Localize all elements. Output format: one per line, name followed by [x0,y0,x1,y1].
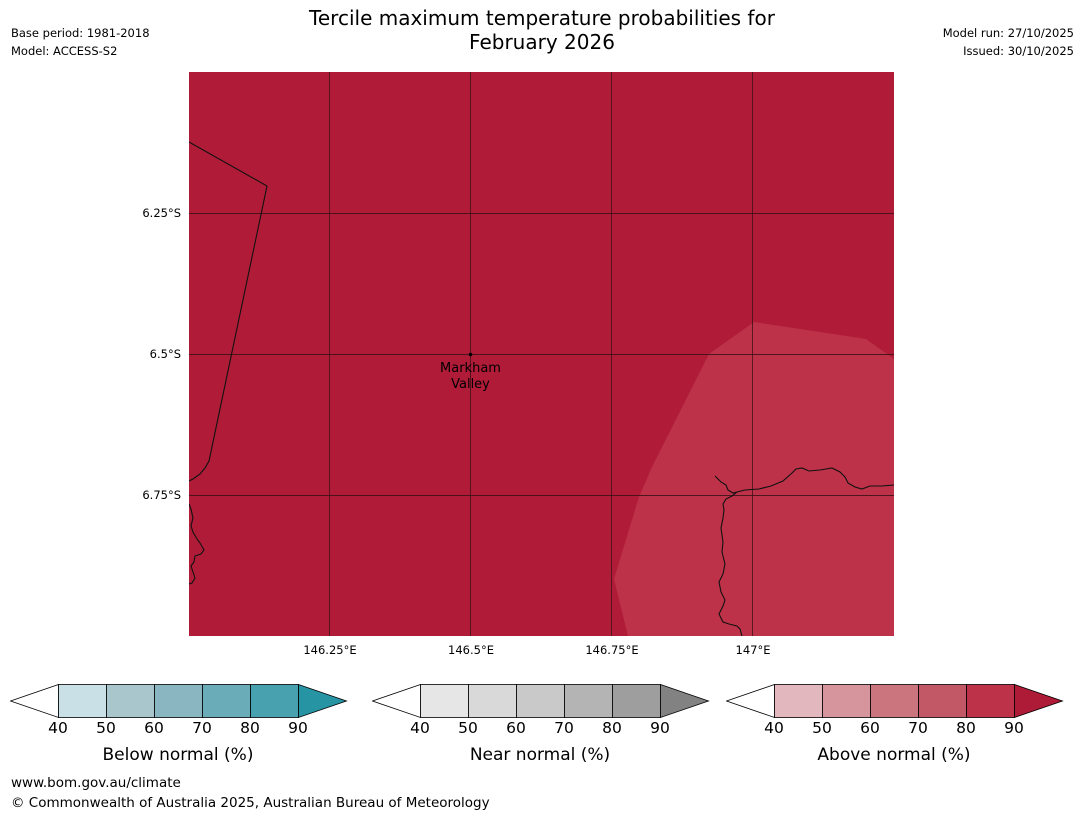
colorbar-tick-label: 70 [908,719,928,737]
chart-title: Tercile maximum temperature probabilitie… [242,6,842,54]
colorbar-segment [106,684,155,718]
boundaries [189,141,894,636]
coastline-east-gulf [736,467,894,493]
lon-tick-label: 147°E [735,643,771,657]
colorbar-segment [660,684,710,719]
border-line [189,141,268,482]
place-marker [468,352,473,357]
colorbar-tick-label: 70 [192,719,212,737]
colorbar-tick-label: 90 [1004,719,1024,737]
issued-text: Issued: 30/10/2025 [963,44,1074,58]
lon-tick-label: 146.25°E [303,643,357,657]
colorbar-segment [516,684,565,718]
colorbar-segment [202,684,251,718]
lon-tick-label: 146.5°E [448,643,494,657]
footer-url: www.bom.gov.au/climate [11,775,181,791]
colorbar-tick-label: 80 [602,719,622,737]
colorbar-title-near-normal: Near normal (%) [469,745,611,765]
graticule [189,72,894,636]
colorbar-segment [372,684,421,719]
colorbar-tick-label: 40 [764,719,784,737]
meta-right: Model run: 27/10/2025 Issued: 30/10/2025 [943,24,1074,60]
colorbar-segment [870,684,919,718]
place-label-line-2: Valley [451,377,490,392]
colorbar-segment [918,684,967,718]
colorbar-segment [250,684,299,718]
colorbar-title-below-normal: Below normal (%) [102,745,254,765]
colorbar-segment [468,684,517,718]
colorbar-segment [154,684,203,718]
colorbar-segment [612,684,661,718]
colorbar-title-above-normal: Above normal (%) [817,745,971,765]
coastline-east [714,475,743,636]
colorbar-segment [726,684,775,719]
colorbar-tick-label: 50 [812,719,832,737]
colorbar-segment [298,684,348,719]
coastline-west [189,503,205,585]
title-line-1: Tercile maximum temperature probabilitie… [309,6,775,30]
model-text: Model: ACCESS-S2 [11,44,118,58]
lat-tick-label: 6.5°S [149,347,181,361]
colorbar-tick-label: 40 [410,719,430,737]
colorbar-tick-label: 80 [240,719,260,737]
colorbar-near-normal [372,684,710,719]
lon-tick-label: 146.75°E [585,643,639,657]
colorbar-above-normal [726,684,1064,719]
base-period-text: Base period: 1981-2018 [11,26,150,40]
colorbar-segment [822,684,871,718]
colorbar-tick-label: 60 [144,719,164,737]
colorbar-tick-label: 70 [554,719,574,737]
title-line-2: February 2026 [469,30,615,54]
colorbar-below-normal [10,684,348,719]
place-label-line-1: Markham [440,361,501,376]
colorbar-segment [1014,684,1064,719]
map-panel: Markham Valley [189,72,894,636]
lat-tick-label: 6.25°S [142,206,181,220]
footer-copyright: © Commonwealth of Australia 2025, Austra… [11,795,490,811]
colorbar-segment [774,684,823,718]
colorbar-tick-label: 60 [506,719,526,737]
lat-tick-label: 6.75°S [142,488,181,502]
map-region-above-80 [614,322,894,636]
colorbar-segment [420,684,469,718]
colorbar-tick-label: 90 [650,719,670,737]
colorbar-tick-label: 50 [96,719,116,737]
colorbar-tick-label: 50 [458,719,478,737]
model-run-text: Model run: 27/10/2025 [942,26,1074,40]
meta-left: Base period: 1981-2018 Model: ACCESS-S2 [11,24,150,60]
colorbar-segment [58,684,107,718]
colorbar-segment [966,684,1015,718]
colorbar-segment [10,684,59,719]
colorbar-tick-label: 80 [956,719,976,737]
colorbar-tick-label: 60 [860,719,880,737]
colorbar-segment [564,684,613,718]
colorbar-tick-label: 90 [288,719,308,737]
colorbar-tick-label: 40 [48,719,68,737]
